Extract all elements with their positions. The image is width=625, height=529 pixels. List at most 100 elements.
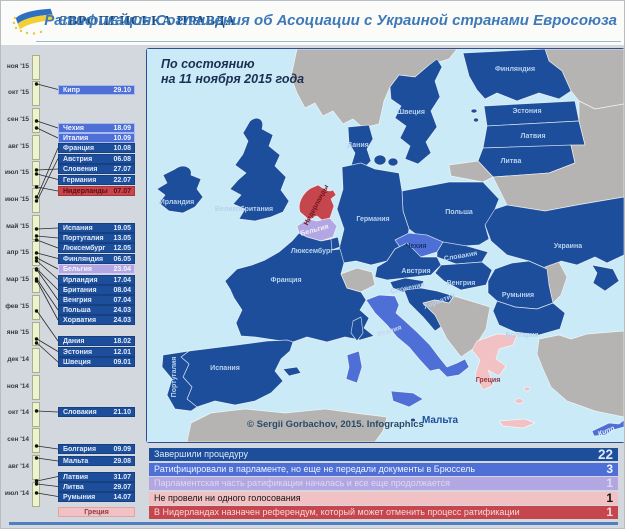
timeline-connector-line [36, 227, 59, 230]
timeline-entry-date: 06.08 [113, 155, 131, 163]
map-label-Великобритания: Великобритания [215, 205, 273, 213]
shape-hungary [434, 261, 493, 291]
legend-count: 1 [606, 505, 613, 519]
timeline-entry-Кипр: Кипр 29.10 [58, 84, 135, 95]
map-label-Болгария: Болгария [505, 332, 538, 339]
timeline-entry-Австрия: Австрия 06.08 [58, 153, 135, 164]
timeline-entry-Италия: Италия 10.09 [58, 133, 135, 143]
map-label-Австрия: Австрия [401, 268, 430, 275]
timeline-entry-date: 10.08 [113, 145, 131, 152]
timeline-connector-line [36, 342, 59, 363]
timeline-bar-segment [32, 134, 40, 160]
timeline-month-label: фев '15 [5, 302, 29, 310]
shape-kaliningrad [448, 160, 494, 183]
shape-malta [410, 417, 416, 423]
timeline-entry-country: Словакия [63, 409, 97, 416]
map-label-Дания: Дания [347, 142, 369, 149]
timeline-dot [34, 456, 39, 460]
timeline-bar-segment [32, 428, 40, 454]
timeline-connector-line [36, 235, 59, 239]
timeline-month-label: окт '15 [8, 89, 29, 97]
bottom-accent-line [9, 522, 618, 525]
timeline-dot [34, 337, 39, 341]
timeline-dot [34, 479, 39, 483]
shape-greek-island [523, 386, 531, 392]
timeline-entry-date: 07.07 [113, 188, 131, 195]
map-label-Португалия: Португалия [171, 357, 178, 398]
timeline-connector-line [36, 483, 59, 487]
timeline-entry-country: Франция [63, 145, 95, 152]
timeline-entry-Румыния: Румыния 14.07 [58, 491, 135, 502]
legend-label: Завершили процедуру [154, 449, 248, 459]
timeline-dot [34, 268, 39, 272]
shape-africa [186, 408, 388, 442]
timeline-entry-date: 17.04 [113, 276, 131, 284]
timeline-entry-country: Испания [63, 225, 93, 232]
timeline-entry-Испания: Испания 19.05 [58, 223, 135, 233]
shape-denmark-island [373, 154, 387, 166]
timeline-month-label: май '15 [6, 222, 29, 230]
timeline-entry-country: Финляндия [63, 255, 104, 263]
timeline-entry-country: Польша [63, 307, 91, 314]
shape-turkey [536, 330, 624, 418]
status-note-line2: на 11 ноября 2015 года [161, 72, 305, 86]
shape-sicily [390, 390, 424, 408]
shape-italy [365, 294, 470, 378]
page-title: Ратификация Соглашения об Асоциации с Ук… [44, 12, 617, 29]
shape-corsica [350, 316, 364, 342]
map-label-Венгрия: Венгрия [447, 280, 476, 287]
timeline-entry-country: Словения [63, 166, 98, 173]
timeline-connector-line [36, 252, 59, 259]
timeline-connector-line [36, 83, 59, 90]
header: ЄВРОПЕЙСЬКА ПРАВДА Ратификация Соглашени… [1, 1, 624, 45]
timeline-entry-Швеция: Швеция 09.01 [58, 357, 135, 367]
timeline-entry-country: Кипр [63, 86, 81, 94]
timeline-entry-date: 19.05 [113, 225, 131, 232]
timeline-entry-Ирландия: Ирландия 17.04 [58, 274, 135, 285]
timeline-entry-date: 06.05 [113, 255, 131, 263]
map-label-Чехия: Чехия [406, 243, 427, 250]
timeline-dot [34, 491, 39, 495]
ratification-timeline: ноя '15 окт '15 сен '15 авг '15 июл '15 июн '… [1, 46, 146, 528]
timeline-bar-segment [32, 54, 40, 80]
timeline-month-label: сен '15 [7, 115, 29, 123]
timeline-entry-date: 29.07 [113, 483, 131, 491]
legend-row-inprogress: Парламентская часть ратификации началась… [149, 477, 618, 490]
timeline-entry-date: 29.10 [113, 86, 131, 94]
timeline-entry-Франция: Франция 10.08 [58, 143, 135, 153]
shape-belarus-russia [492, 100, 624, 212]
legend-count: 3 [606, 461, 613, 476]
timeline-connector-line [36, 445, 59, 450]
map-label-Латвия: Латвия [520, 133, 545, 140]
map-label-Румыния: Румыния [502, 292, 534, 299]
map-label-Греция: Греция [476, 377, 501, 384]
timeline-entry-date: 18.09 [113, 125, 131, 132]
timeline-connector-line [36, 239, 59, 249]
map-label-Ирландия: Ирландия [160, 199, 195, 206]
shape-netherlands [298, 184, 337, 222]
timeline-entry-date: 07.04 [113, 297, 131, 304]
shape-ukraine [484, 196, 624, 270]
map-label-Литва: Литва [501, 158, 522, 165]
timeline-month-label: ноя '14 [6, 382, 29, 390]
shape-portugal [161, 350, 198, 412]
timeline-bar-segment [32, 321, 40, 347]
timeline-month-label: дек '14 [7, 356, 29, 364]
map-label-Эстония: Эстония [512, 108, 541, 115]
timeline-connector-line [36, 173, 59, 180]
timeline-entry-Польша: Польша 24.03 [58, 305, 135, 315]
legend-row-novote: Не провели ни одного голосования 1 [149, 491, 618, 505]
legend-count: 22 [597, 447, 613, 462]
timeline-dot [34, 444, 39, 448]
legend-row-parliament: Ратифицировали в парламенте, но еще не п… [149, 461, 618, 476]
timeline-dot [34, 234, 39, 238]
timeline-entry-country: Дания [63, 338, 85, 345]
legend-row-referendum: В Нидерландах назначен референдум, котор… [149, 506, 618, 519]
timeline-entry-country: Литва [63, 483, 84, 491]
timeline-entry-country: Люксембург [63, 245, 106, 252]
shape-greek-island [514, 398, 524, 404]
timeline-entry-country: Греция [84, 508, 109, 516]
legend-label: Не провели ни одного голосования [154, 492, 301, 503]
legend-label: Парламентская часть ратификации началась… [154, 478, 450, 488]
timeline-dot [34, 279, 39, 283]
